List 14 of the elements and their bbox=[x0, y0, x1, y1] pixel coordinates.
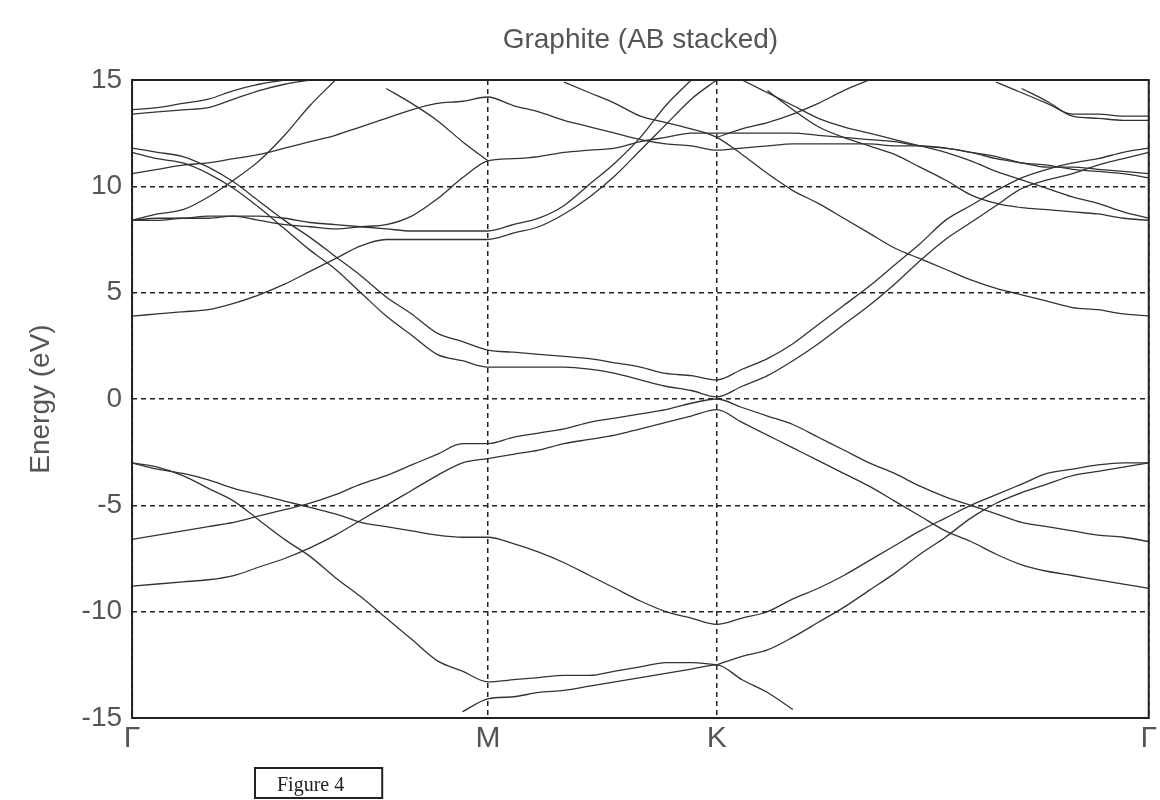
y-tick-label: 0 bbox=[106, 381, 123, 413]
y-tick-label: 10 bbox=[90, 169, 123, 201]
y-tick-label: -10 bbox=[81, 594, 123, 626]
y-tick-label: -5 bbox=[97, 488, 123, 520]
x-tick-label: Γ bbox=[1140, 720, 1157, 754]
chart-title: Graphite (AB stacked) bbox=[502, 23, 779, 54]
x-tick-label: Γ bbox=[123, 720, 141, 754]
y-tick-label: 5 bbox=[106, 275, 123, 307]
x-tick-label: K bbox=[706, 720, 727, 754]
y-axis-title: Energy (eV) bbox=[23, 324, 55, 474]
y-tick-label: 15 bbox=[90, 62, 123, 94]
caption: Figure 4 bbox=[277, 773, 345, 796]
y-tick-label: -15 bbox=[81, 700, 123, 732]
x-tick-label: M bbox=[475, 720, 501, 754]
